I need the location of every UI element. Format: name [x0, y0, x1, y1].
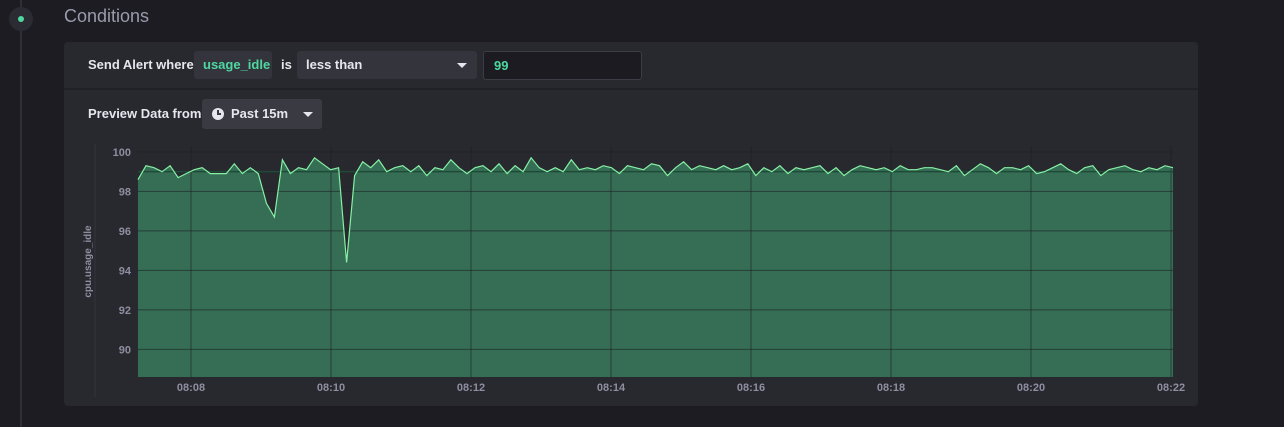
section-title: Conditions — [64, 6, 150, 26]
y-axis-label: cpu.usage_idle — [83, 225, 94, 298]
field-pill: usage_idle — [194, 51, 272, 79]
caret-down-icon — [303, 112, 313, 117]
caret-down-icon — [457, 63, 467, 68]
threshold-value-input[interactable]: 99 — [483, 51, 642, 80]
is-label: is — [281, 57, 292, 72]
y-tick-label: 98 — [119, 186, 131, 198]
time-range-value: Past 15m — [231, 106, 289, 121]
preview-data-label: Preview Data from — [88, 106, 202, 121]
x-tick-label: 08:10 — [317, 382, 345, 394]
operator-select[interactable]: less than — [297, 51, 477, 79]
clock-icon — [212, 108, 224, 120]
x-tick-label: 08:14 — [597, 382, 626, 394]
y-tick-label: 90 — [119, 344, 131, 356]
x-tick-label: 08:16 — [737, 382, 765, 394]
series-line — [137, 156, 1174, 263]
x-tick-label: 08:12 — [457, 382, 485, 394]
x-tick-label: 08:22 — [1157, 382, 1185, 394]
data-area — [138, 157, 1173, 377]
x-tick-label: 08:08 — [177, 382, 205, 394]
time-range-dropdown[interactable]: Past 15m — [202, 99, 322, 129]
send-alert-label: Send Alert where — [88, 57, 194, 72]
conditions-panel: Send Alert where usage_idle is less than… — [64, 42, 1198, 406]
operator-select-value: less than — [306, 57, 363, 72]
condition-row: Send Alert where usage_idle is less than… — [64, 42, 1198, 90]
timeline-line — [20, 0, 22, 427]
x-tick-label: 08:18 — [877, 382, 905, 394]
y-tick-label: 92 — [119, 305, 131, 317]
y-tick-label: 96 — [119, 226, 131, 238]
y-tick-label: 94 — [119, 265, 132, 277]
timeline-step-dot-icon — [9, 7, 33, 31]
preview-chart: 90 92 94 96 98 100 08:08 08:10 08:12 08:14 08:16 08… — [83, 144, 1185, 397]
y-tick-label: 100 — [113, 147, 131, 159]
preview-row: Preview Data from Past 15m — [64, 90, 1198, 130]
x-tick-label: 08:20 — [1017, 382, 1045, 394]
